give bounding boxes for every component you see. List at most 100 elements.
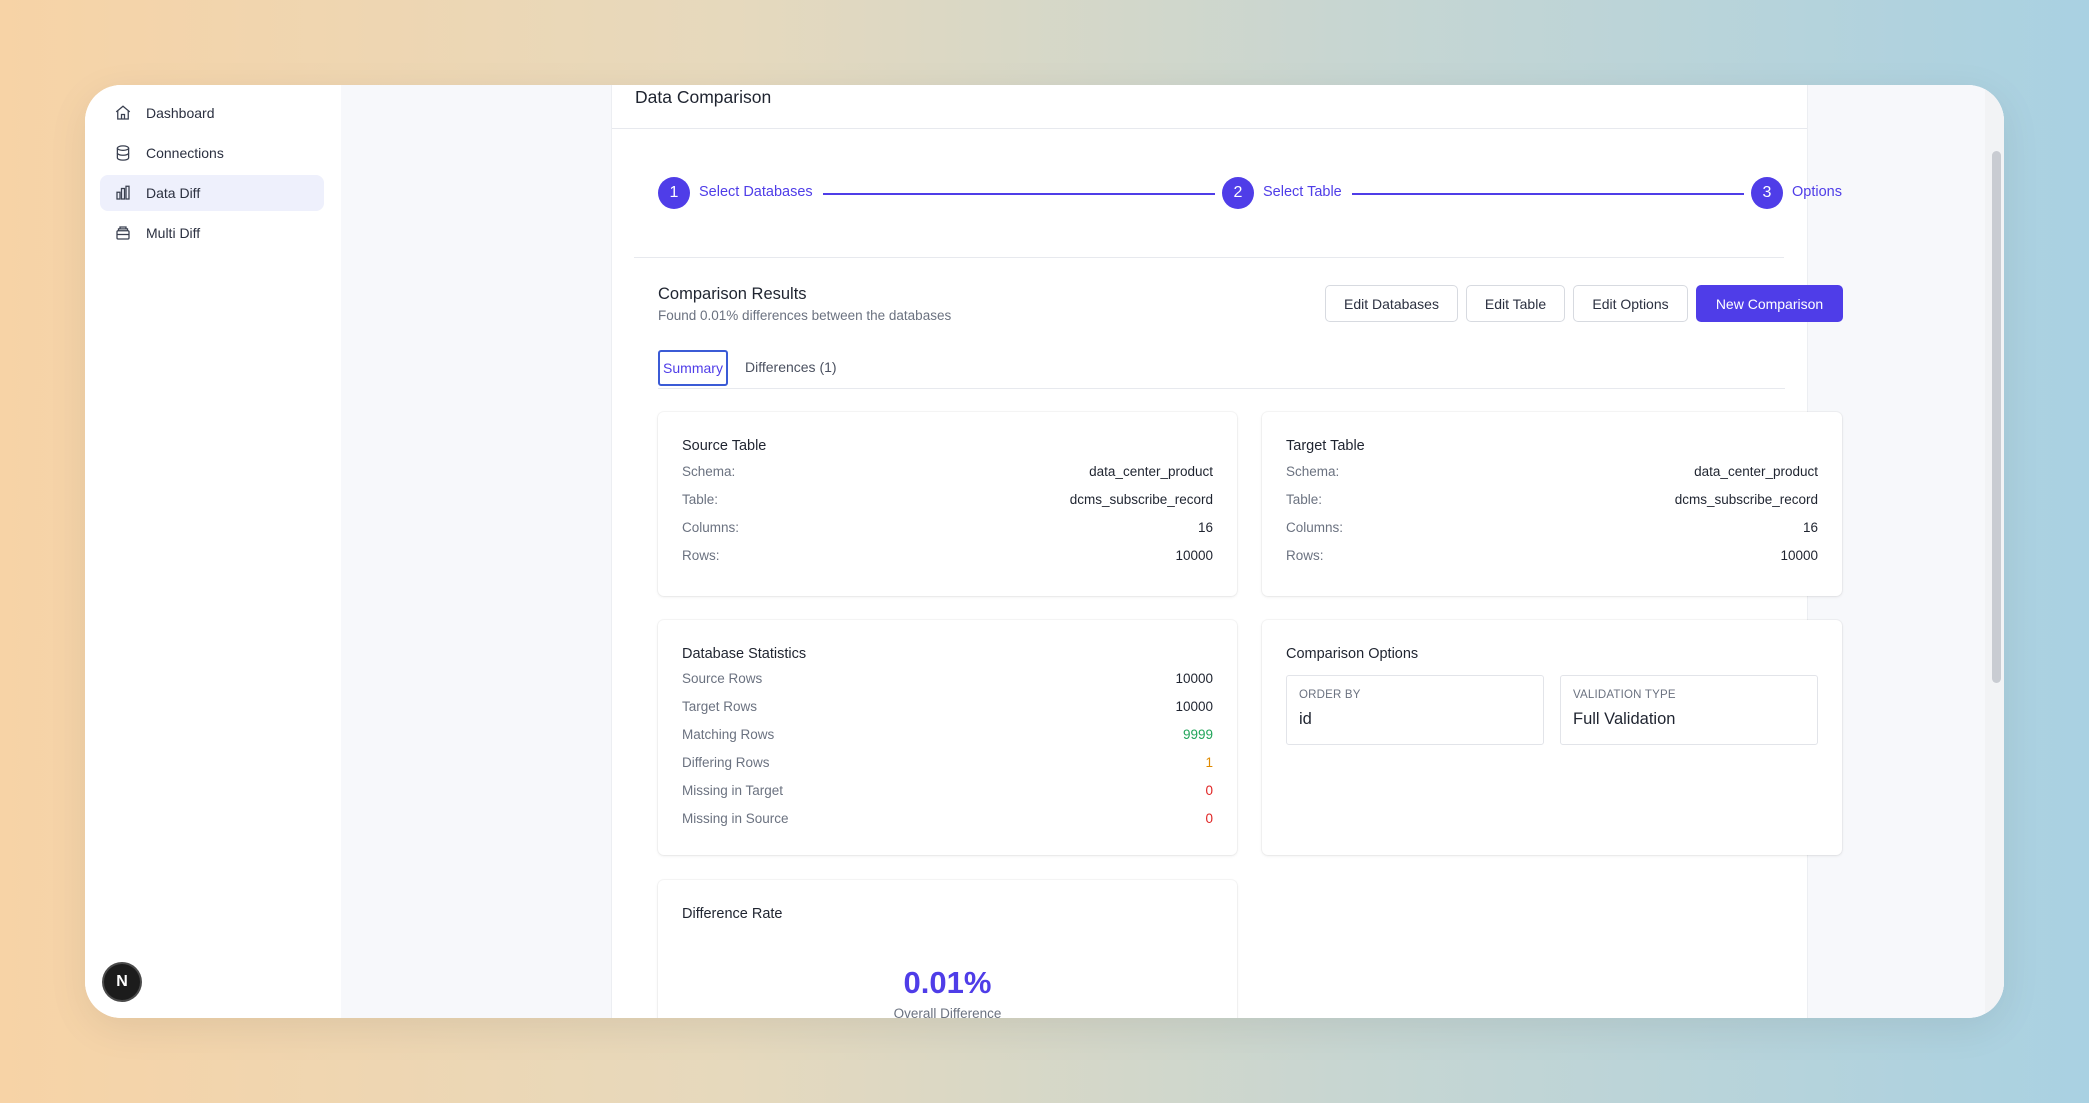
info-value: 16 — [1802, 520, 1818, 535]
order-by-box: ORDER BY id — [1286, 675, 1544, 745]
stat-row: Target Rows 10000 — [682, 699, 1213, 719]
app-window: Dashboard Connections Data Diff Multi Di… — [85, 85, 2004, 1018]
results-title: Comparison Results — [658, 285, 807, 303]
divider — [634, 257, 1784, 258]
difference-rate-card: Difference Rate 0.01% Overall Difference — [658, 880, 1237, 1018]
option-value: id — [1299, 710, 1312, 728]
info-key: Table: — [1286, 492, 1323, 507]
results-subtitle: Found 0.01% differences between the data… — [658, 308, 952, 323]
stat-key: Matching Rows — [682, 727, 775, 742]
sidebar-item-label: Connections — [146, 145, 224, 161]
scrollbar-thumb[interactable] — [1992, 151, 2001, 683]
tab-differences[interactable]: Differences (1) — [745, 359, 837, 375]
sidebar: Dashboard Connections Data Diff Multi Di… — [85, 85, 341, 1018]
info-row: Table: dcms_subscribe_record — [1286, 492, 1818, 512]
step-connector — [1352, 193, 1744, 195]
step-number: 2 — [1233, 184, 1243, 201]
divider — [612, 128, 1807, 129]
info-key: Table: — [682, 492, 719, 507]
database-icon — [113, 143, 133, 163]
option-value: Full Validation — [1573, 710, 1676, 728]
new-comparison-button[interactable]: New Comparison — [1696, 285, 1843, 322]
card-title: Target Table — [1286, 438, 1365, 454]
stat-key: Missing in Source — [682, 811, 789, 826]
stat-row: Missing in Target 0 — [682, 783, 1213, 803]
stat-key: Missing in Target — [682, 783, 784, 798]
difference-rate-caption: Overall Difference — [893, 1006, 1002, 1018]
step-1-label[interactable]: Select Databases — [699, 184, 813, 200]
sidebar-item-label: Multi Diff — [146, 225, 201, 241]
stat-value: 10000 — [1175, 671, 1213, 686]
step-connector — [823, 193, 1215, 195]
info-row: Rows: 10000 — [682, 548, 1213, 568]
card-title: Database Statistics — [682, 646, 807, 662]
card-title: Comparison Options — [1286, 646, 1419, 662]
stat-value: 1 — [1205, 755, 1213, 770]
sidebar-item-dashboard[interactable]: Dashboard — [100, 95, 324, 131]
card-title: Source Table — [682, 438, 767, 454]
step-3-label[interactable]: Options — [1792, 184, 1842, 200]
info-row: Table: dcms_subscribe_record — [682, 492, 1213, 512]
option-label: ORDER BY — [1299, 689, 1361, 701]
comparison-options-card: Comparison Options ORDER BY id VALIDATIO… — [1262, 620, 1842, 855]
stat-row: Source Rows 10000 — [682, 671, 1213, 691]
database-statistics-card: Database Statistics Source Rows 10000 Tar… — [658, 620, 1237, 855]
info-key: Columns: — [682, 520, 740, 535]
badge-letter: N — [116, 973, 128, 990]
info-value: dcms_subscribe_record — [1674, 492, 1818, 507]
layers-icon — [113, 223, 133, 243]
stat-row: Matching Rows 9999 — [682, 727, 1213, 747]
stat-row: Differing Rows 1 — [682, 755, 1213, 775]
info-row: Columns: 16 — [1286, 520, 1818, 540]
info-key: Columns: — [1286, 520, 1344, 535]
sidebar-item-multi-diff[interactable]: Multi Diff — [100, 215, 324, 251]
home-icon — [113, 103, 133, 123]
info-key: Rows: — [1286, 548, 1324, 563]
info-value: data_center_product — [1089, 464, 1213, 479]
step-2-label[interactable]: Select Table — [1263, 184, 1342, 200]
left-gutter — [341, 85, 611, 1018]
option-label: VALIDATION TYPE — [1573, 689, 1676, 701]
stat-key: Differing Rows — [682, 755, 770, 770]
sidebar-item-data-diff[interactable]: Data Diff — [100, 175, 324, 211]
card-title: Difference Rate — [682, 906, 783, 922]
validation-type-box: VALIDATION TYPE Full Validation — [1560, 675, 1818, 745]
edit-options-button[interactable]: Edit Options — [1573, 285, 1688, 322]
bar-chart-icon — [113, 183, 133, 203]
tab-summary[interactable]: Summary — [658, 350, 728, 386]
edit-databases-button[interactable]: Edit Databases — [1325, 285, 1458, 322]
info-key: Schema: — [682, 464, 736, 479]
info-value: 16 — [1197, 520, 1213, 535]
step-1-circle[interactable]: 1 — [658, 177, 690, 209]
sidebar-item-label: Data Diff — [146, 185, 201, 201]
stat-value: 9999 — [1182, 727, 1213, 742]
step-2-circle[interactable]: 2 — [1222, 177, 1254, 209]
step-3-circle[interactable]: 3 — [1751, 177, 1783, 209]
sidebar-item-label: Dashboard — [146, 105, 215, 121]
info-key: Schema: — [1286, 464, 1340, 479]
info-row: Columns: 16 — [682, 520, 1213, 540]
stat-key: Target Rows — [682, 699, 758, 714]
next-badge[interactable]: N — [104, 964, 140, 1000]
info-row: Schema: data_center_product — [682, 464, 1213, 484]
info-value: dcms_subscribe_record — [1069, 492, 1213, 507]
stat-row: Missing in Source 0 — [682, 811, 1213, 831]
step-number: 3 — [1762, 184, 1772, 201]
difference-rate-value: 0.01% — [903, 965, 992, 1000]
divider — [658, 388, 1785, 389]
stat-value: 10000 — [1175, 699, 1213, 714]
info-value: 10000 — [1175, 548, 1213, 563]
info-value: 10000 — [1780, 548, 1818, 563]
info-row: Rows: 10000 — [1286, 548, 1818, 568]
step-number: 1 — [669, 184, 679, 201]
info-value: data_center_product — [1694, 464, 1818, 479]
sidebar-item-connections[interactable]: Connections — [100, 135, 324, 171]
target-table-card: Target Table Schema: data_center_product … — [1262, 412, 1842, 596]
stat-key: Source Rows — [682, 671, 763, 686]
edit-table-button[interactable]: Edit Table — [1466, 285, 1565, 322]
info-row: Schema: data_center_product — [1286, 464, 1818, 484]
source-table-card: Source Table Schema: data_center_product … — [658, 412, 1237, 596]
stat-value: 0 — [1205, 811, 1213, 826]
page-title: Data Comparison — [635, 87, 772, 107]
main-panel: Data Comparison 1 Select Databases 2 Sel… — [611, 85, 1843, 1018]
